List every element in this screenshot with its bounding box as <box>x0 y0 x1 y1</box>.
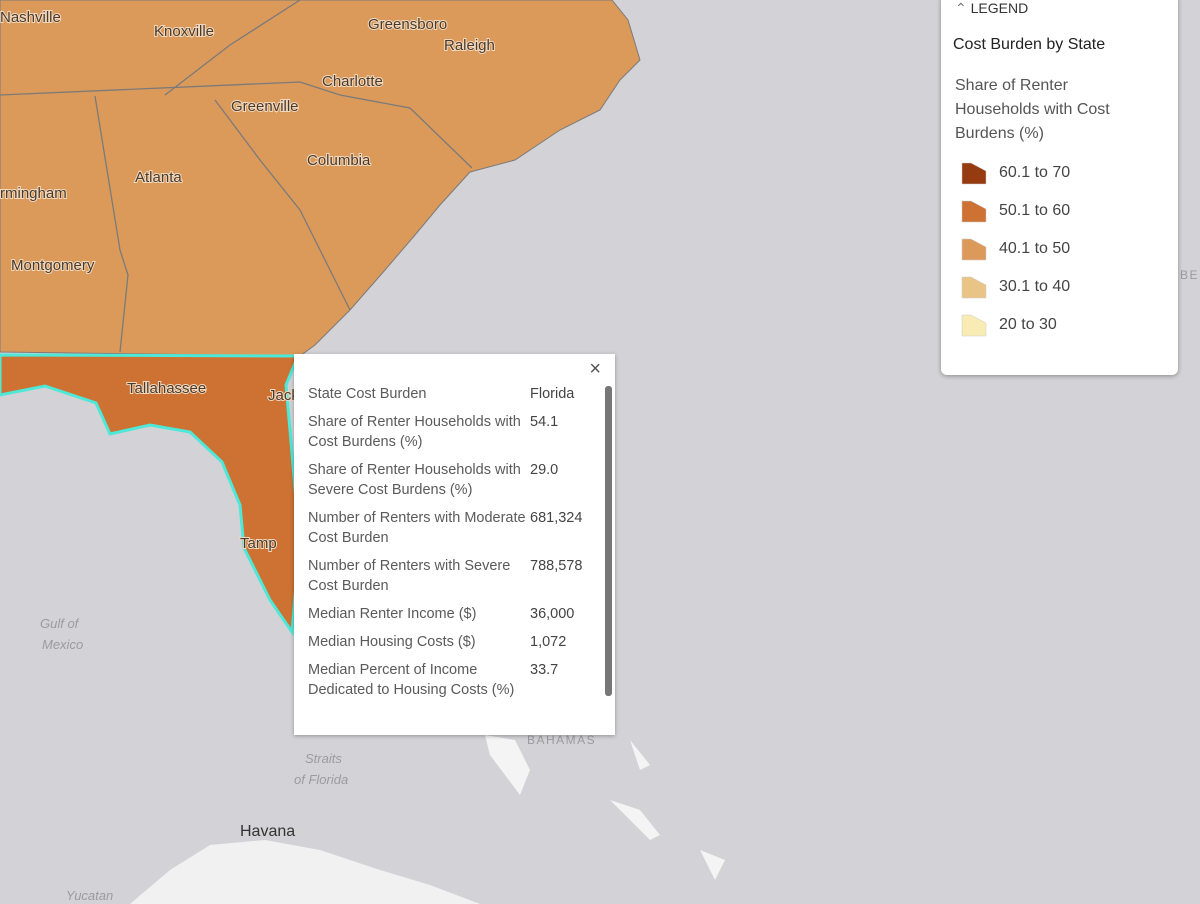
legend-class: 60.1 to 70 <box>961 154 1070 192</box>
city-label: Greensboro <box>368 16 447 33</box>
legend-header[interactable]: ⌃ LEGEND <box>955 0 1029 16</box>
bahamas <box>485 735 725 880</box>
land-cuba <box>130 840 480 904</box>
legend-swatch <box>961 200 987 223</box>
city-label: Tallahassee <box>127 380 206 397</box>
field-value: 33.7 <box>530 662 559 678</box>
popup-row: Share of Renter Households with Cost Bur… <box>308 412 598 452</box>
legend-label: 40.1 to 50 <box>999 240 1071 257</box>
city-label: Raleigh <box>444 37 495 54</box>
city-label: Charlotte <box>322 73 383 90</box>
state-borders <box>0 0 473 353</box>
field-name: Number of Renters with Moderate Cost Bur… <box>308 510 526 546</box>
popup-row: State Cost Burden Florida <box>308 384 598 404</box>
legend-header-text: LEGEND <box>970 0 1029 16</box>
scrollbar[interactable] <box>605 386 612 696</box>
legend-layer: Cost Burden by State <box>953 36 1106 53</box>
legend-swatch <box>961 276 987 299</box>
water-label: Straits <box>305 751 342 766</box>
legend-class: 30.1 to 40 <box>961 268 1070 306</box>
water-label: Mexico <box>42 637 83 652</box>
swatch-shape <box>961 200 987 223</box>
field-value: 36,000 <box>530 606 575 622</box>
city-label: Havana <box>240 823 295 840</box>
land-florida <box>0 353 301 637</box>
popup-row: Number of Renters with Severe Cost Burde… <box>308 556 598 596</box>
island <box>485 735 530 795</box>
legend-label: 50.1 to 60 <box>999 202 1071 219</box>
field-name: Median Housing Costs ($) <box>308 634 476 650</box>
water-label: Gulf of <box>40 616 80 631</box>
field-value: 1,072 <box>530 634 567 650</box>
legend-class: 50.1 to 60 <box>961 192 1070 230</box>
swatch-shape <box>961 276 987 299</box>
legend-label: 30.1 to 40 <box>999 278 1071 295</box>
swatch-shape <box>961 162 987 185</box>
legend-class: 40.1 to 50 <box>961 230 1070 268</box>
field-name: Median Renter Income ($) <box>308 606 477 622</box>
border <box>214 99 351 311</box>
legend-label: 60.1 to 70 <box>999 164 1071 181</box>
border <box>94 95 129 353</box>
border <box>0 81 473 169</box>
city-label: Knoxville <box>154 23 214 40</box>
field-name: Number of Renters with Severe Cost Burde… <box>308 558 511 594</box>
country-label: BAHAMAS <box>527 733 596 747</box>
popup-row: Share of Renter Households with Severe C… <box>308 460 598 500</box>
island <box>610 800 660 840</box>
popup: × State Cost Burden Florida Share of Rente… <box>294 354 615 735</box>
city-label: Nashville <box>0 9 61 26</box>
city-label: Atlanta <box>135 169 182 186</box>
field-value: 681,324 <box>530 510 583 526</box>
swatch-shape <box>961 238 987 261</box>
swatch-shape <box>961 314 987 337</box>
island <box>630 740 650 770</box>
legend-swatch <box>961 162 987 185</box>
popup-fields: State Cost Burden Florida Share of Renter … <box>308 384 598 708</box>
field-name: State Cost Burden <box>308 386 427 402</box>
field-value: 788,578 <box>530 558 583 574</box>
legend-label: 20 to 30 <box>999 316 1057 333</box>
legend-class: 20 to 30 <box>961 306 1070 344</box>
popup-row: Median Renter Income ($) 36,000 <box>308 604 598 624</box>
popup-row: Number of Renters with Moderate Cost Bur… <box>308 508 598 548</box>
legend-swatch <box>961 314 987 337</box>
legend: ⌃ LEGEND Cost Burden by State Share of R… <box>941 0 1178 375</box>
field-value: Florida <box>530 386 575 402</box>
island <box>700 850 725 880</box>
country-label: BE <box>1180 268 1199 282</box>
city-label: Greenville <box>231 98 299 115</box>
field-name: Share of Renter Households with Cost Bur… <box>308 414 521 450</box>
field-value: 54.1 <box>530 414 559 430</box>
city-label: Montgomery <box>11 257 95 274</box>
legend-swatch <box>961 238 987 261</box>
city-label: Columbia <box>307 152 371 169</box>
land-southeast <box>0 0 641 357</box>
legend-field: Share of Renter Households with Cost Bur… <box>955 77 1110 142</box>
city-label: Tamp <box>240 535 277 552</box>
field-name: Median Percent of Income Dedicated to Ho… <box>308 662 515 698</box>
popup-row: Median Housing Costs ($) 1,072 <box>308 632 598 652</box>
field-value: 29.0 <box>530 462 559 478</box>
popup-row: Median Percent of Income Dedicated to Ho… <box>308 660 598 700</box>
city-label: rmingham <box>0 185 67 202</box>
legend-classes: 60.1 to 70 50.1 to 60 40.1 to 50 30.1 to 40… <box>961 154 1070 344</box>
city-label: Jack <box>268 387 299 404</box>
field-name: Share of Renter Households with Severe C… <box>308 462 521 498</box>
water-label: of Florida <box>294 772 348 787</box>
border <box>164 0 301 96</box>
region-label: Yucatan <box>66 888 113 903</box>
close-button[interactable]: × <box>589 358 601 380</box>
